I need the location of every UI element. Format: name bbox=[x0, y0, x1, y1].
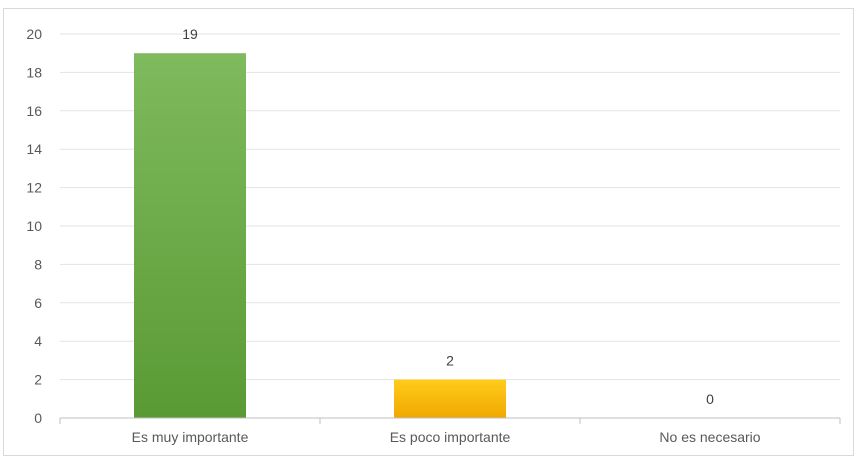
bar bbox=[134, 53, 246, 418]
y-tick-label: 4 bbox=[34, 333, 42, 349]
y-tick-label: 14 bbox=[26, 141, 42, 157]
y-tick-label: 12 bbox=[26, 180, 42, 196]
x-axis-tick-labels: Es muy importante Es poco importante No es… bbox=[132, 429, 761, 445]
y-tick-label: 2 bbox=[34, 372, 42, 388]
y-tick-label: 16 bbox=[26, 103, 42, 119]
y-axis-tick-labels: 0 2 4 6 8 10 12 14 16 18 20 bbox=[26, 26, 42, 426]
y-tick-label: 20 bbox=[26, 26, 42, 42]
x-axis bbox=[59, 417, 841, 424]
bars bbox=[134, 53, 506, 418]
data-label: 0 bbox=[706, 391, 714, 407]
bar bbox=[394, 379, 506, 418]
x-tick-label: No es necesario bbox=[659, 429, 760, 445]
y-tick-label: 10 bbox=[26, 218, 42, 234]
x-tick-label: Es poco importante bbox=[390, 429, 511, 445]
x-tick-label: Es muy importante bbox=[132, 429, 249, 445]
data-label: 2 bbox=[446, 353, 454, 369]
y-tick-label: 18 bbox=[26, 64, 42, 80]
data-label: 19 bbox=[182, 26, 198, 42]
y-tick-label: 8 bbox=[34, 256, 42, 272]
y-tick-label: 0 bbox=[34, 410, 42, 426]
y-tick-label: 6 bbox=[34, 295, 42, 311]
